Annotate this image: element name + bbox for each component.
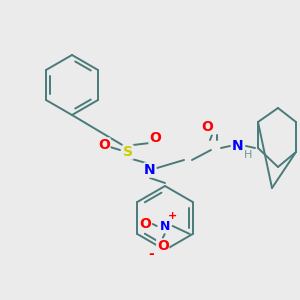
Text: +: + (168, 211, 177, 221)
Text: S: S (123, 145, 133, 159)
Text: N: N (144, 163, 156, 177)
Text: O: O (157, 239, 169, 253)
Text: N: N (232, 139, 244, 153)
Text: -: - (148, 247, 154, 261)
Text: H: H (244, 150, 252, 160)
Text: O: O (98, 138, 110, 152)
Text: O: O (139, 217, 151, 231)
Text: O: O (201, 120, 213, 134)
Text: N: N (160, 220, 170, 232)
Text: O: O (149, 131, 161, 145)
